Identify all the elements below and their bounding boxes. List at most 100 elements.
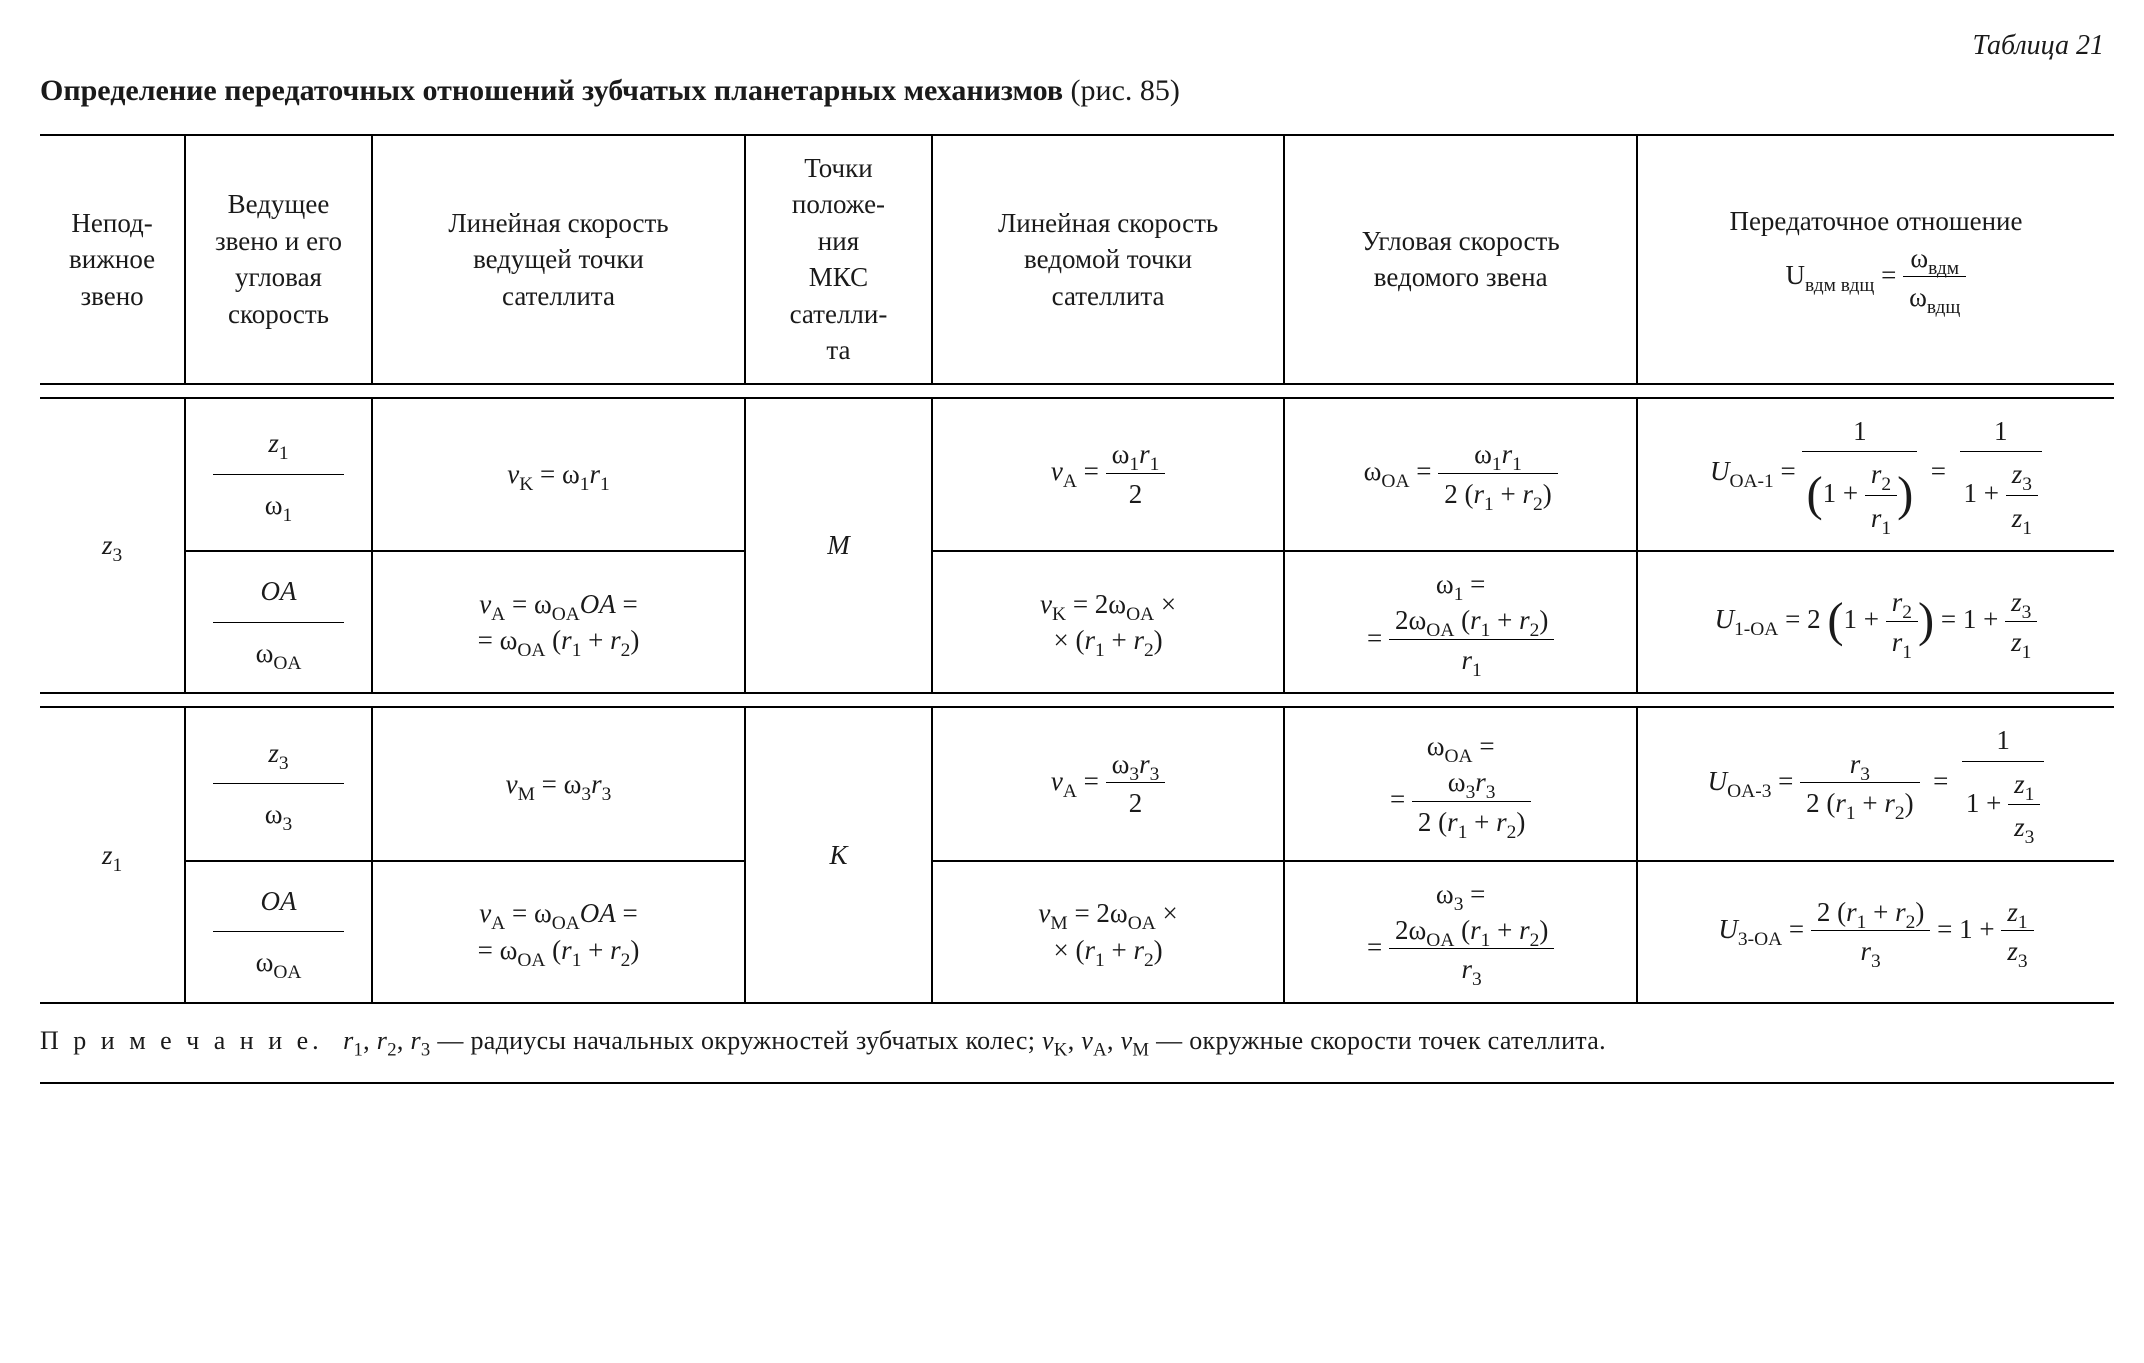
- g2-r2-c5: vM = 2ωOA × × (r1 + r2): [932, 861, 1285, 1003]
- g2-r1-c6-top: ωOA =: [1295, 728, 1626, 764]
- g2-r2-c5-l1: vM = 2ωOA ×: [943, 895, 1274, 931]
- g2-r1-c5-lhs: vA =: [1051, 766, 1106, 796]
- caption-text: Определение передаточных отношений зубча…: [40, 74, 1063, 107]
- footnote: П р и м е ч а н и е. r1, r2, r3 — радиус…: [40, 1026, 2114, 1056]
- hdr-fixed: Непод-вижноезвено: [40, 135, 185, 384]
- g2-r1-lead-hr: [213, 783, 345, 784]
- g2-r2-c3: vA = ωOAOA = = ωOA (r1 + r2): [372, 861, 745, 1003]
- g1-r1-c5: vA = ω1r12: [932, 398, 1285, 551]
- g1-r1-lead-hr: [213, 474, 345, 475]
- g1-r1-lead-top: z1: [196, 425, 361, 461]
- page: Таблица 21 Определение передаточных отно…: [0, 0, 2144, 1142]
- g2-r2-c6-num: 2ωOA (r1 + r2): [1389, 912, 1554, 949]
- g1-r2-lead: OA ωOA: [185, 551, 372, 693]
- g2-r1-lead-top: z3: [196, 735, 361, 771]
- table-caption: Определение передаточных отношений зубча…: [40, 74, 2114, 108]
- g2-r1-c6-num: ω3r3: [1412, 764, 1531, 801]
- bottom-rule: [40, 1082, 2114, 1084]
- g1-fixed: z3: [40, 398, 185, 694]
- g2-r2-c5-l2: × (r1 + r2): [943, 932, 1274, 968]
- g2-r1-c5-den: 2: [1106, 783, 1166, 821]
- hdr-ratio-frac: ωвдм ωвдщ: [1903, 240, 1966, 316]
- g1-r1-c6-den: 2 (r1 + r2): [1438, 474, 1557, 512]
- hdr-ratio-num: ωвдм: [1903, 240, 1966, 277]
- g1-r1-c3: vK = ω1r1: [372, 398, 745, 551]
- footnote-body: r1, r2, r3 — радиусы начальных окружност…: [329, 1026, 1605, 1055]
- g1-r2-lead-top: OA: [196, 573, 361, 609]
- g2-r2-c3-l2: = ωOA (r1 + r2): [383, 932, 734, 968]
- g2-r1-c7-f2: 1 1 + z1z3: [1962, 722, 2044, 845]
- hdr-ratio: Передаточное отношение Uвдм вдщ = ωвдм ω…: [1637, 135, 2114, 384]
- g2-mkc: K: [745, 707, 932, 1003]
- g1-r1-c6: ωOA = ω1r12 (r1 + r2): [1284, 398, 1637, 551]
- g1-r1-c6-num: ω1r1: [1438, 436, 1557, 473]
- g1-r1-lead: z1 ω1: [185, 398, 372, 551]
- table-label-prefix: Таблица: [1973, 30, 2070, 61]
- g1-r1-c5-lhs: vA =: [1051, 456, 1106, 486]
- g1-r1-c5-num: ω1r1: [1106, 436, 1166, 473]
- g2-r1-c7: UOA-3 = r32 (r1 + r2) = 1 1 + z1z3: [1637, 707, 2114, 860]
- g1-r2-c6-den: r1: [1389, 640, 1554, 678]
- g1-r1: z3 z1 ω1 vK = ω1r1 M vA = ω1r12 ωOA = ω1…: [40, 398, 2114, 551]
- g1-r2-c7-lhs: U1-OA = 2: [1715, 604, 1828, 634]
- g2-r1-lead: z3 ω3: [185, 707, 372, 860]
- g1-r1-c7-f1: 1 (1 + r2r1): [1802, 413, 1917, 536]
- g2-r2-c6-top: ω3 =: [1295, 876, 1626, 912]
- g1-mkc: M: [745, 398, 932, 694]
- g2-r2-lead-top: OA: [196, 883, 361, 919]
- g2-r2-c6-den: r3: [1389, 949, 1554, 987]
- hdr-lead: Ведущеезвено и егоугловаяскорость: [185, 135, 372, 384]
- g1-r1-c6-lhs: ωOA =: [1364, 456, 1439, 486]
- g2-r2-c7-lhs: U3-OA =: [1718, 914, 1811, 944]
- g1-r2-c5: vK = 2ωOA × × (r1 + r2): [932, 551, 1285, 693]
- g1-r2-c7: U1-OA = 2 (1 + r2r1) = 1 + z3z1: [1637, 551, 2114, 693]
- caption-ref: (рис. 85): [1071, 74, 1180, 107]
- g1-r2-c3-l2: = ωOA (r1 + r2): [383, 622, 734, 658]
- g1-r1-c7: UOA-1 = 1 (1 + r2r1) = 1 1 + z3z1: [1637, 398, 2114, 551]
- g2-r1: z1 z3 ω3 vM = ω3r3 K vA = ω3r32 ωOA = = …: [40, 707, 2114, 860]
- g1-r2-c6-num: 2ωOA (r1 + r2): [1389, 602, 1554, 639]
- g1-r2-lead-hr: [213, 622, 345, 623]
- table-label-num: 21: [2076, 30, 2104, 61]
- g2-r2-c7: U3-OA = 2 (r1 + r2)r3 = 1 + z1z3: [1637, 861, 2114, 1003]
- hdr-ratio-lhs: Uвдм вдщ =: [1786, 260, 1904, 290]
- g2-fixed: z1: [40, 707, 185, 1003]
- g1-r1-c5-den: 2: [1106, 474, 1166, 512]
- g2-r2: OA ωOA vA = ωOAOA = = ωOA (r1 + r2) vM =…: [40, 861, 2114, 1003]
- mechanism-table: Непод-вижноезвено Ведущеезвено и егоугло…: [40, 134, 2114, 1004]
- g2-r2-c3-l1: vA = ωOAOA =: [383, 895, 734, 931]
- g2-r1-c5: vA = ω3r32: [932, 707, 1285, 860]
- g1-r2-c3: vA = ωOAOA = = ωOA (r1 + r2): [372, 551, 745, 693]
- g2-r1-c3: vM = ω3r3: [372, 707, 745, 860]
- footnote-prefix: П р и м е ч а н и е.: [40, 1026, 323, 1055]
- header-row: Непод-вижноезвено Ведущеезвено и егоугло…: [40, 135, 2114, 384]
- g1-r2-c6: ω1 = = 2ωOA (r1 + r2)r1: [1284, 551, 1637, 693]
- g2-r1-c6: ωOA = = ω3r32 (r1 + r2): [1284, 707, 1637, 860]
- g2-r2-lead-hr: [213, 931, 345, 932]
- spacer-row-1: [40, 384, 2114, 398]
- hdr-vdriven: Линейная скоростьведомой точкисателлита: [932, 135, 1285, 384]
- hdr-omega: Угловая скоростьведомого звена: [1284, 135, 1637, 384]
- g1-r1-lead-bot: ω1: [196, 487, 361, 523]
- hdr-mkc: Точкиположе-нияМКСсателли-та: [745, 135, 932, 384]
- g1-r2: OA ωOA vA = ωOAOA = = ωOA (r1 + r2) vK =…: [40, 551, 2114, 693]
- g1-r2-c5-l1: vK = 2ωOA ×: [943, 586, 1274, 622]
- g2-r2-lead-bot: ωOA: [196, 944, 361, 980]
- g2-r1-c7-lhs: UOA-3 =: [1708, 766, 1801, 796]
- hdr-vlead: Линейная скоростьведущей точкисателлита: [372, 135, 745, 384]
- spacer-row-2: [40, 693, 2114, 707]
- g1-r1-c7-f2: 1 1 + z3z1: [1960, 413, 2042, 536]
- g1-r2-c6-top: ω1 =: [1295, 566, 1626, 602]
- g1-r1-c7-lhs: UOA-1 =: [1710, 456, 1803, 486]
- hdr-ratio-title: Передаточное отношение: [1729, 206, 2022, 236]
- g1-r2-c5-l2: × (r1 + r2): [943, 622, 1274, 658]
- hdr-ratio-eq: Uвдм вдщ = ωвдм ωвдщ: [1786, 260, 1967, 290]
- g2-r1-lead-bot: ω3: [196, 796, 361, 832]
- table-label: Таблица 21: [40, 30, 2114, 62]
- g1-r2-c3-l1: vA = ωOAOA =: [383, 586, 734, 622]
- g2-r1-c5-num: ω3r3: [1106, 746, 1166, 783]
- g2-r1-c6-den: 2 (r1 + r2): [1412, 802, 1531, 840]
- hdr-ratio-den: ωвдщ: [1903, 277, 1966, 315]
- g2-r2-c6: ω3 = = 2ωOA (r1 + r2)r3: [1284, 861, 1637, 1003]
- g2-r2-lead: OA ωOA: [185, 861, 372, 1003]
